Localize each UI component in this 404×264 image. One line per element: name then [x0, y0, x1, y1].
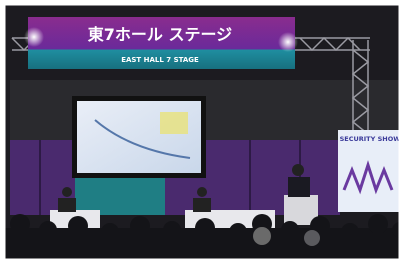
- spotlight: [278, 32, 298, 52]
- person: [288, 177, 310, 197]
- screen-stand: [75, 178, 165, 215]
- person: [292, 164, 304, 176]
- spotlight: [24, 27, 44, 47]
- slide-graphic: [160, 112, 188, 134]
- person: [193, 198, 211, 212]
- sign-title: SECURITY SHOW: [340, 135, 401, 143]
- person: [197, 187, 207, 197]
- page: 東7ホール ステージ EAST HALL 7 STAGE SECURITY SH…: [0, 0, 404, 264]
- banner-title: 東7ホール ステージ: [88, 25, 232, 44]
- photo: 東7ホール ステージ EAST HALL 7 STAGE SECURITY SH…: [0, 0, 404, 264]
- person: [62, 187, 72, 197]
- audience-head: [304, 230, 320, 246]
- banner-subtitle: EAST HALL 7 STAGE: [121, 56, 199, 64]
- screen: [77, 101, 201, 173]
- person: [58, 198, 76, 212]
- audience-head: [253, 227, 271, 245]
